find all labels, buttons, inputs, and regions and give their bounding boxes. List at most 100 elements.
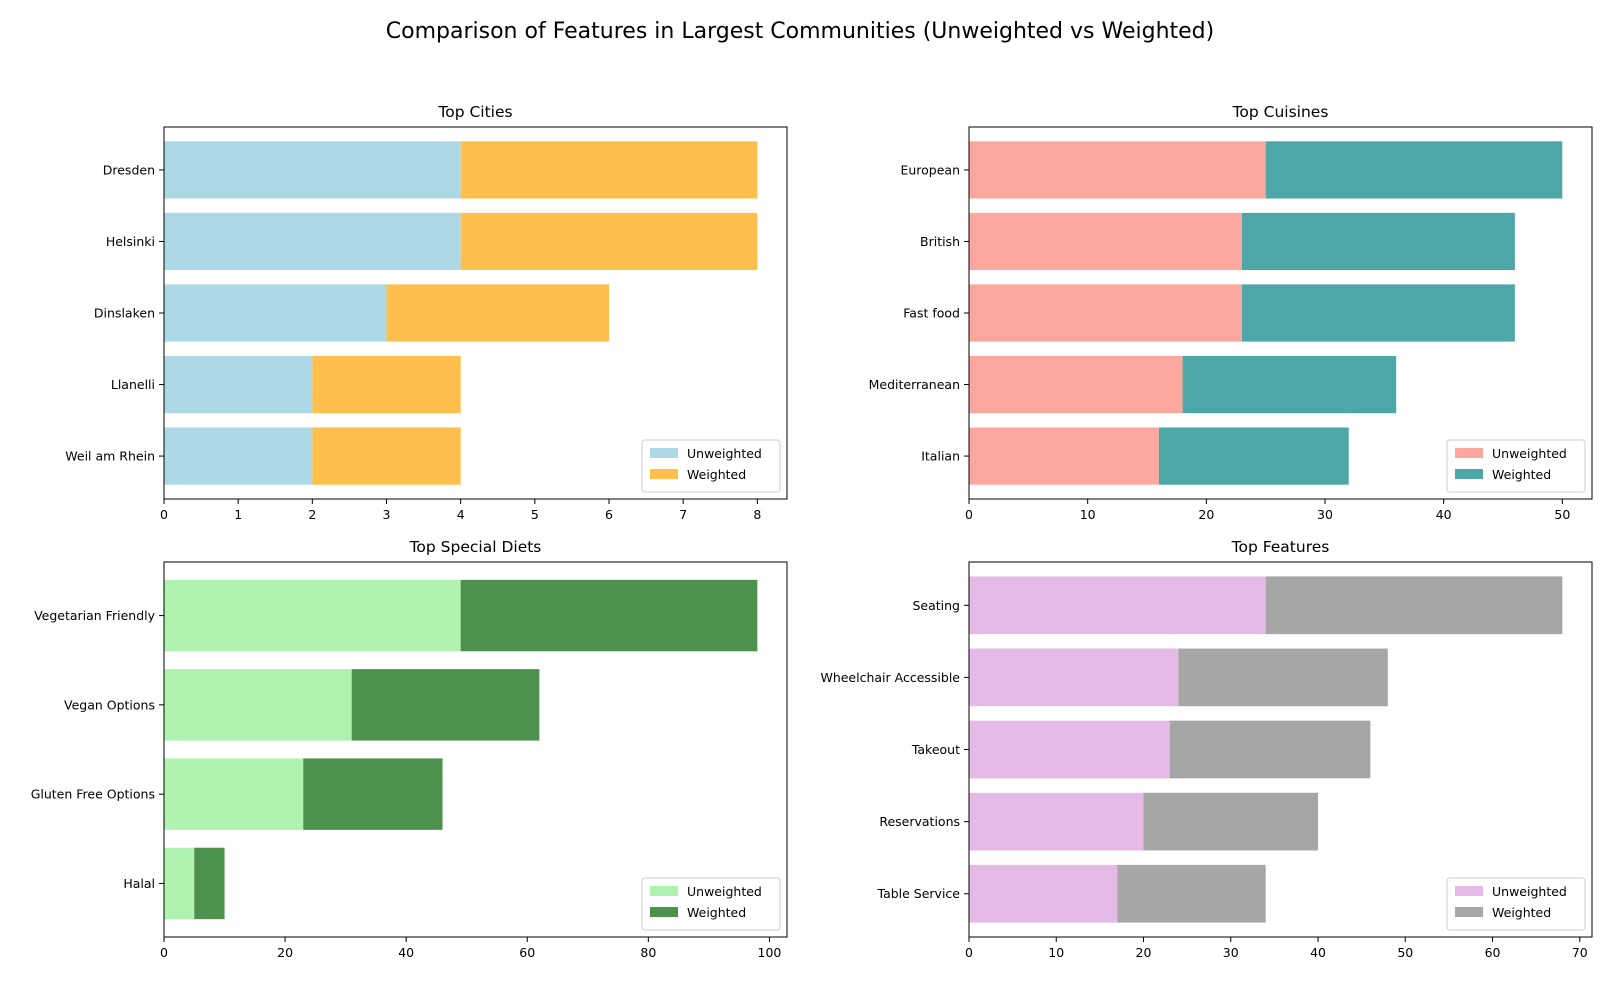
y-tick-label: Fast food [903,306,960,321]
y-tick-label: Vegetarian Friendly [34,608,156,623]
x-tick-label: 0 [965,945,973,960]
x-tick-label: 10 [1048,945,1064,960]
chart-top-features: Top Features Seating Wheelchair Accessible… [820,538,1593,960]
chart-top-cities: Top Cities Dresden Helsinki Dinslaken Llanel… [65,103,788,522]
x-tick-label: 100 [758,945,782,960]
y-tick-label: Gluten Free Options [31,787,155,802]
legend-label-unweighted: Unweighted [1492,884,1567,899]
y-tick-label: Weil am Rhein [65,449,155,464]
legend-swatch-weighted [650,469,678,479]
chart-top-cuisines: Top Cuisines European British Fast food Medi… [869,103,1593,522]
bar-table-service-weighted [1117,864,1266,923]
bar-seating-weighted [1265,576,1563,635]
legend-label-unweighted: Unweighted [687,446,762,461]
bar-dinslaken-unweighted [164,284,387,342]
bar-italian-unweighted [969,427,1159,485]
x-tick-label: 1 [234,507,242,522]
bar-british-weighted [1241,212,1515,271]
y-tick-label: British [920,234,960,249]
x-tick-label: 3 [383,507,391,522]
bar-mediterranean-weighted [1182,355,1397,414]
legend: Unweighted Weighted [641,439,781,493]
x-tick-label: 50 [1554,507,1570,522]
bar-vegetarian-friendly-unweighted [164,579,461,652]
legend-label-weighted: Weighted [1492,467,1551,482]
bar-reservations-unweighted [969,792,1144,851]
y-tick-label: European [900,162,960,177]
y-tick-label: Seating [912,598,960,613]
bar-british-unweighted [969,212,1242,271]
axes-frame [163,126,788,500]
x-tick-label: 30 [1223,945,1239,960]
axes-frame [968,126,1593,500]
legend-label-weighted: Weighted [687,467,746,482]
x-tick-label: 40 [398,945,414,960]
bar-vegan-options-weighted [351,669,540,741]
bar-llanelli-unweighted [164,355,313,414]
bar-takeout-unweighted [969,720,1170,779]
bar-wheelchair-accessible-unweighted [969,648,1179,707]
bar-dinslaken-weighted [386,284,609,342]
x-tick-label: 50 [1397,945,1413,960]
bar-halal-weighted [194,847,225,920]
y-tick-label: Wheelchair Accessible [820,670,960,685]
legend: Unweighted Weighted [641,877,781,931]
y-tick-label: Takeout [911,742,960,757]
legend-swatch-unweighted [1455,448,1483,458]
bar-european-unweighted [969,141,1266,199]
x-tick-label: 7 [679,507,687,522]
bar-vegetarian-friendly-weighted [460,579,758,652]
figure-title: Comparison of Features in Largest Commun… [386,19,1214,44]
x-tick-label: 80 [640,945,656,960]
x-tick-label: 30 [1317,507,1333,522]
bar-fast-food-weighted [1241,284,1515,342]
x-tick-label: 20 [1198,507,1214,522]
x-tick-label: 4 [457,507,465,522]
x-tick-label: 60 [1485,945,1501,960]
legend-swatch-weighted [1455,907,1483,917]
y-tick-label: Halal [123,876,155,891]
bar-weil-am-rhein-unweighted [164,427,313,485]
y-tick-label: Llanelli [111,377,155,392]
legend-swatch-unweighted [650,448,678,458]
bar-mediterranean-unweighted [969,355,1183,414]
x-tick-label: 6 [605,507,613,522]
legend-swatch-unweighted [1455,886,1483,896]
legend-swatch-weighted [1455,469,1483,479]
bar-llanelli-weighted [312,355,461,414]
bar-gluten-free-options-unweighted [164,758,304,830]
axes-frame [163,561,788,938]
x-tick-label: 20 [1136,945,1152,960]
x-tick-label: 60 [519,945,535,960]
bar-helsinki-unweighted [164,212,461,271]
x-tick-label: 2 [308,507,316,522]
chart-top-special-diets: Top Special Diets Vegetarian Friendly Vega… [31,538,788,960]
chart-panels: Top Cities Dresden Helsinki Dinslaken Llanel… [31,103,1593,960]
y-tick-label: Table Service [877,886,961,901]
chart-title: Top Cuisines [1232,103,1329,121]
y-tick-label: Dinslaken [94,306,155,321]
x-tick-label: 40 [1310,945,1326,960]
y-tick-label: Reservations [879,814,960,829]
x-tick-label: 20 [277,945,293,960]
x-tick-label: 40 [1436,507,1452,522]
x-tick-label: 0 [160,945,168,960]
legend-label-unweighted: Unweighted [687,884,762,899]
bar-vegan-options-unweighted [164,669,352,741]
y-tick-label: Helsinki [106,234,155,249]
bar-helsinki-weighted [460,212,758,271]
bar-wheelchair-accessible-weighted [1178,648,1388,707]
bar-weil-am-rhein-weighted [312,427,461,485]
y-tick-label: Italian [921,449,960,464]
chart-title: Top Special Diets [409,538,542,556]
bar-takeout-weighted [1169,720,1371,779]
legend: Unweighted Weighted [1446,439,1586,493]
chart-title: Top Cities [437,103,512,121]
bar-seating-unweighted [969,576,1266,635]
x-tick-label: 5 [531,507,539,522]
x-tick-label: 10 [1080,507,1096,522]
bar-italian-weighted [1158,427,1349,485]
x-tick-label: 0 [160,507,168,522]
bar-fast-food-unweighted [969,284,1242,342]
